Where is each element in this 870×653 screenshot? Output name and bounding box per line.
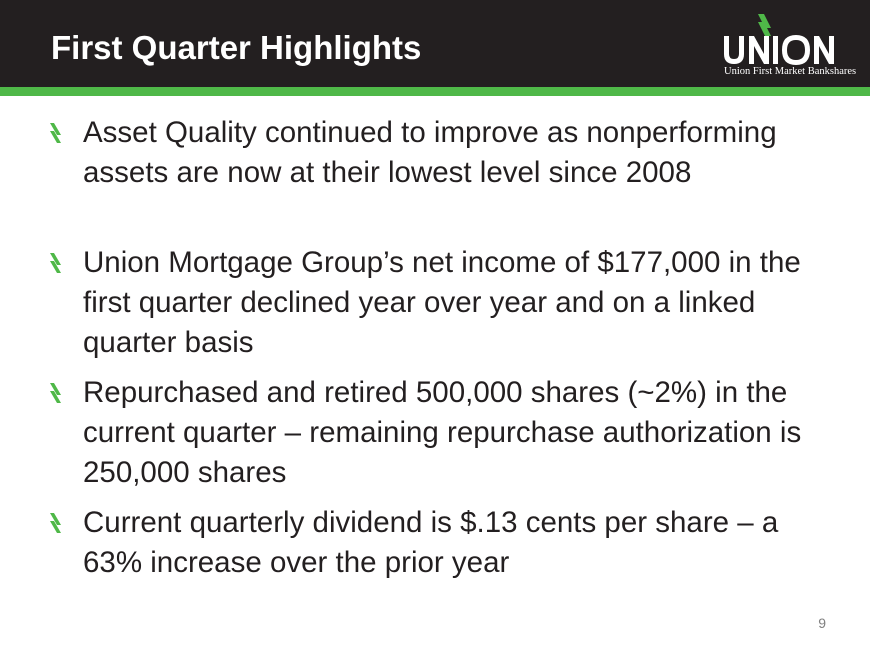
bullet-chevron-icon: [50, 513, 61, 533]
header-accent-band: [0, 87, 870, 96]
logo-subtitle: Union First Market Bankshares: [724, 66, 857, 77]
union-logo: [718, 14, 848, 80]
bullet-text: Union Mortgage Group’s net income of $17…: [83, 246, 801, 359]
bullet-text: Asset Quality continued to improve as no…: [83, 116, 777, 189]
bullet-text: Repurchased and retired 500,000 shares (…: [83, 376, 802, 489]
page-title: First Quarter Highlights: [51, 29, 422, 66]
bullet-chevron-icon: [50, 383, 61, 403]
union-wordmark-logo: [724, 14, 834, 65]
page-number: 9: [818, 615, 826, 631]
bullet-chevron-icon: [50, 253, 61, 273]
bullet-chevron-icon: [50, 123, 61, 143]
bullet-text: Current quarterly dividend is $.13 cents…: [83, 506, 779, 579]
